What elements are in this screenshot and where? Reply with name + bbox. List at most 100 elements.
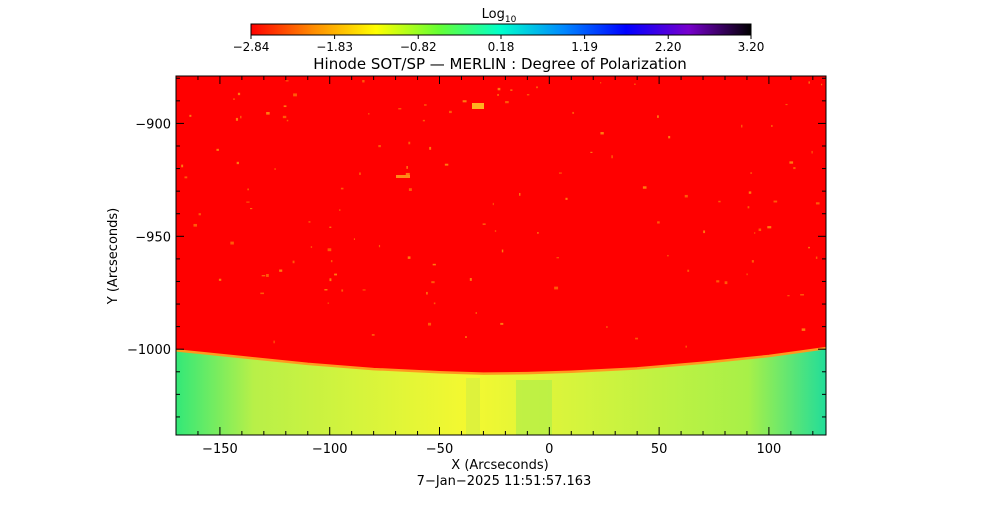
speckle	[494, 230, 497, 232]
speckle	[340, 187, 344, 190]
speckle	[260, 292, 265, 295]
speckle	[279, 269, 283, 272]
speckle	[475, 312, 477, 315]
speckle	[657, 221, 660, 224]
speckle	[237, 92, 241, 96]
speckle	[230, 241, 234, 245]
speckle	[793, 167, 796, 170]
speckle	[500, 322, 504, 325]
speckle	[236, 161, 239, 165]
speckle	[718, 200, 721, 203]
speckle	[308, 221, 311, 223]
speckle	[424, 104, 427, 106]
speckle	[510, 89, 513, 91]
x-tick-label: 100	[756, 442, 781, 457]
speckle	[537, 231, 539, 234]
speckle	[273, 340, 275, 344]
speckle	[526, 94, 530, 96]
speckle	[667, 254, 669, 257]
speckle	[497, 87, 501, 91]
colorbar-tick-label: 0.18	[488, 40, 515, 54]
speckle	[427, 322, 432, 326]
timestamp: 7−Jan−2025 11:51:57.163	[417, 474, 592, 489]
speckle	[247, 188, 249, 191]
speckle	[282, 115, 287, 119]
x-tick-label: −50	[426, 442, 453, 457]
colorbar-label: Log10	[482, 7, 517, 25]
speckle	[800, 294, 804, 296]
speckle	[724, 281, 728, 285]
speckle	[216, 148, 219, 151]
speckle	[371, 334, 375, 336]
speckle	[505, 101, 509, 104]
speckle	[590, 151, 593, 153]
speckle	[359, 172, 361, 175]
speckle	[741, 124, 743, 128]
speckle	[283, 105, 287, 108]
speckle	[771, 124, 773, 127]
speckle	[362, 80, 365, 83]
speckle	[293, 93, 297, 97]
speckle	[767, 226, 772, 229]
speckle	[274, 168, 276, 170]
y-axis: −900 −950 −1000	[127, 77, 826, 418]
speckle	[235, 117, 239, 121]
speckle	[310, 246, 313, 248]
speckle	[431, 281, 435, 284]
speckle	[754, 232, 756, 234]
speckle	[501, 249, 504, 253]
speckle	[687, 269, 690, 272]
speckle	[558, 172, 562, 174]
speckle	[554, 286, 559, 290]
speckle	[327, 248, 332, 252]
speckle	[611, 155, 613, 159]
speckle	[808, 81, 810, 84]
speckle	[368, 113, 370, 115]
speckle	[606, 326, 608, 328]
speckle	[716, 280, 720, 283]
y-tick-label: −900	[135, 117, 171, 132]
speckle	[329, 278, 332, 282]
speckle	[751, 260, 754, 263]
speckle	[330, 260, 333, 263]
x-axis: −150 −100 −50 0 50 100	[197, 76, 814, 457]
speckle	[556, 257, 559, 259]
speckle	[285, 80, 289, 82]
colorbar: Log10 −2.84 −1.83 −0.82 0.18 1.19 2.20 3.20	[233, 7, 765, 54]
slit-artifact-right	[516, 380, 552, 435]
speckle	[432, 263, 436, 266]
speckle	[339, 209, 341, 211]
speckle	[750, 172, 753, 174]
speckle	[378, 244, 381, 248]
speckle	[246, 201, 250, 203]
speckle	[327, 302, 330, 304]
speckle	[429, 146, 432, 150]
speckle	[758, 228, 762, 232]
speckle	[600, 132, 604, 135]
speckle	[789, 161, 794, 164]
speckle	[426, 291, 428, 295]
x-tick-label: −100	[312, 442, 348, 457]
y-tick-label: −1000	[127, 343, 171, 358]
speckle	[378, 145, 381, 148]
speckle	[329, 226, 332, 228]
polarization-speckles	[181, 80, 823, 348]
speckle	[406, 166, 408, 169]
speckle	[635, 337, 638, 340]
colorbar-ticks: −2.84 −1.83 −0.82 0.18 1.19 2.20 3.20	[233, 35, 764, 54]
speckle	[684, 194, 688, 198]
speckle	[821, 83, 823, 86]
speckle	[747, 206, 750, 209]
x-tick-label: 50	[651, 442, 668, 457]
speckle	[536, 86, 538, 89]
speckle	[261, 275, 266, 277]
speckle	[341, 289, 344, 292]
x-tick-label: 0	[545, 442, 553, 457]
speckle	[250, 208, 253, 210]
speckle	[334, 273, 337, 276]
speckle	[286, 119, 289, 122]
speckle	[815, 202, 820, 205]
speckle	[785, 103, 788, 106]
speckle	[398, 108, 402, 110]
